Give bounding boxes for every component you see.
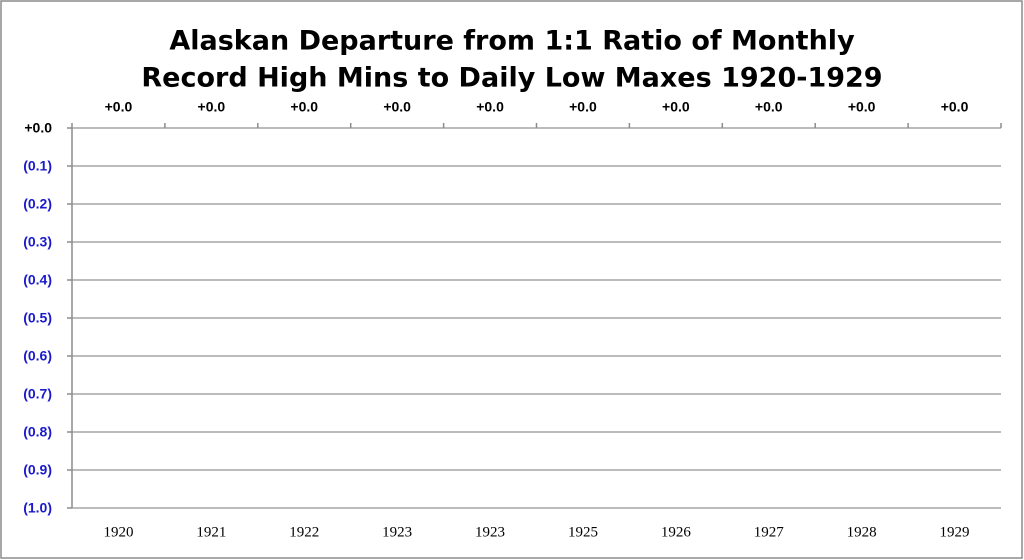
- x-tick-label: 1928: [847, 524, 877, 540]
- x-tick-label: 1921: [196, 524, 226, 540]
- y-tick-label: (0.7): [23, 386, 52, 402]
- x-tick-label: 1923: [382, 524, 412, 540]
- value-label: +0.0: [569, 99, 597, 115]
- value-label: +0.0: [848, 99, 876, 115]
- y-tick-label: (0.5): [23, 310, 52, 326]
- x-tick-label: 1925: [568, 524, 598, 540]
- value-label: +0.0: [662, 99, 690, 115]
- y-tick-label: (0.2): [23, 196, 52, 212]
- y-tick-label: (0.1): [23, 158, 52, 174]
- value-label: +0.0: [476, 99, 504, 115]
- x-tick-label: 1927: [754, 524, 785, 540]
- x-tick-label: 1926: [661, 524, 692, 540]
- value-label: +0.0: [105, 99, 133, 115]
- value-label: +0.0: [383, 99, 411, 115]
- value-label: +0.0: [290, 99, 318, 115]
- y-tick-label: (0.4): [23, 272, 52, 288]
- y-tick-label: (0.9): [23, 462, 52, 478]
- value-label: +0.0: [198, 99, 226, 115]
- x-tick-label: 1929: [940, 524, 970, 540]
- y-tick-label: (0.8): [23, 424, 52, 440]
- value-label: +0.0: [941, 99, 969, 115]
- y-tick-label: (0.3): [23, 234, 52, 250]
- value-label: +0.0: [755, 99, 783, 115]
- chart-title: Record High Mins to Daily Low Maxes 1920…: [141, 63, 882, 94]
- x-tick-label: 1922: [289, 524, 319, 540]
- x-tick-label: 1923: [475, 524, 505, 540]
- y-tick-label: (0.6): [23, 348, 52, 364]
- y-tick-label: +0.0: [24, 120, 52, 136]
- y-tick-label: (1.0): [23, 500, 52, 516]
- chart-title: Alaskan Departure from 1:1 Ratio of Mont…: [169, 26, 855, 57]
- x-tick-label: 1920: [103, 524, 133, 540]
